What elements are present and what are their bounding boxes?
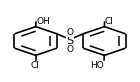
Text: Cl: Cl	[31, 61, 40, 70]
Text: OH: OH	[36, 17, 50, 26]
Text: S: S	[66, 36, 74, 46]
Text: O: O	[66, 45, 74, 54]
Text: O: O	[66, 28, 74, 37]
Text: HO: HO	[90, 61, 104, 70]
Text: Cl: Cl	[105, 17, 114, 26]
